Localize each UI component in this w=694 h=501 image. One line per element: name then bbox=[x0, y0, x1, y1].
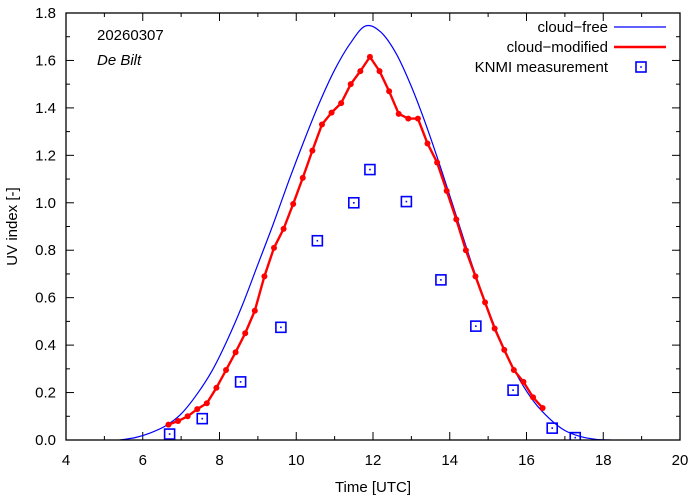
x-tick-label: 10 bbox=[288, 452, 305, 469]
date-annotation: 20260307 bbox=[97, 27, 164, 44]
knmi-measurement-point bbox=[569, 431, 582, 440]
cloud-modified-point bbox=[213, 384, 220, 391]
cloud-modified-point bbox=[184, 413, 191, 420]
y-tick-label: 0.0 bbox=[35, 432, 56, 449]
cloud-modified-point bbox=[251, 307, 258, 314]
knmi-measurement-point bbox=[234, 376, 247, 388]
knmi-measurement-point bbox=[435, 274, 447, 286]
cloud-modified-point bbox=[338, 100, 345, 107]
knmi-measurement-point bbox=[311, 234, 324, 247]
cloud-modified-point bbox=[376, 68, 383, 75]
series bbox=[119, 24, 611, 440]
x-tick-label: 4 bbox=[62, 452, 70, 469]
x-axis-title: Time [UTC] bbox=[335, 479, 411, 496]
axes: 4 6 8 10 12 14 16 18 20 0.0 0.2 0.4 0.6 0.8 1.0 1.2 1.4 1… bbox=[35, 5, 688, 469]
x-tick-label: 8 bbox=[215, 452, 223, 469]
knmi-measurement-point bbox=[275, 321, 287, 334]
cloud-modified-point bbox=[424, 140, 431, 147]
legend-swatch-knmi-measurement bbox=[635, 61, 647, 73]
cloud-modified-point bbox=[386, 88, 393, 95]
cloud-modified-point bbox=[223, 367, 230, 374]
y-tick-label: 1.2 bbox=[35, 147, 56, 164]
cloud-free-line bbox=[119, 24, 611, 440]
cloud-modified-point bbox=[290, 200, 297, 207]
knmi-measurement-point bbox=[163, 428, 176, 440]
y-tick-label: 0.8 bbox=[35, 242, 56, 259]
series-1 bbox=[165, 53, 546, 428]
cloud-modified-point bbox=[472, 273, 479, 280]
series-2 bbox=[163, 163, 582, 440]
cloud-modified-point bbox=[434, 159, 441, 166]
cloud-modified-point bbox=[443, 187, 450, 194]
y-tick-label: 0.6 bbox=[35, 290, 56, 307]
cloud-modified-point bbox=[309, 147, 316, 154]
cloud-modified-point bbox=[347, 81, 354, 88]
cloud-modified-point bbox=[270, 244, 277, 251]
y-tick-label: 1.8 bbox=[35, 5, 56, 22]
series-0 bbox=[119, 24, 611, 440]
knmi-measurement-point bbox=[507, 384, 519, 396]
legend-label-cloud-modified: cloud−modified bbox=[507, 39, 608, 56]
legend-label-cloud-free: cloud−free bbox=[538, 19, 608, 36]
cloud-modified-point bbox=[299, 174, 306, 181]
cloud-modified-point bbox=[242, 330, 249, 337]
y-axis-title: UV index [-] bbox=[4, 187, 21, 265]
y-tick-label: 1.4 bbox=[35, 100, 56, 117]
x-tick-label: 6 bbox=[139, 452, 147, 469]
knmi-measurement-point bbox=[364, 163, 376, 176]
cloud-modified-point bbox=[395, 110, 402, 117]
cloud-modified-point bbox=[366, 53, 373, 60]
legend: cloud−free cloud−modified KNMI measureme… bbox=[475, 19, 666, 76]
knmi-measurement-point bbox=[546, 422, 559, 434]
x-tick-label: 14 bbox=[441, 452, 458, 469]
cloud-modified-point bbox=[539, 404, 546, 411]
cloud-modified-point bbox=[520, 378, 527, 385]
knmi-measurement-point bbox=[400, 195, 413, 208]
location-annotation: De Bilt bbox=[97, 52, 142, 69]
cloud-modified-point bbox=[328, 109, 335, 116]
y-tick-label: 1.0 bbox=[35, 195, 56, 212]
cloud-modified-point bbox=[232, 349, 239, 356]
cloud-modified-point bbox=[414, 115, 421, 122]
cloud-modified-point bbox=[462, 247, 469, 254]
x-tick-label: 12 bbox=[365, 452, 382, 469]
cloud-modified-point bbox=[318, 121, 325, 128]
cloud-modified-point bbox=[491, 325, 498, 332]
cloud-modified-point bbox=[530, 394, 537, 401]
x-tick-label: 20 bbox=[672, 452, 689, 469]
legend-label-knmi-measurement: KNMI measurement bbox=[475, 59, 609, 76]
knmi-measurement-point bbox=[196, 412, 209, 425]
cloud-modified-point bbox=[453, 216, 460, 223]
y-tick-label: 1.6 bbox=[35, 52, 56, 69]
cloud-modified-point bbox=[194, 406, 201, 413]
y-tick-label: 0.4 bbox=[35, 337, 56, 354]
cloud-modified-point bbox=[280, 225, 287, 232]
cloud-modified-point bbox=[357, 68, 364, 75]
legend-marker-square bbox=[635, 61, 647, 73]
y-tick-label: 0.2 bbox=[35, 385, 56, 402]
plot-frame bbox=[65, 12, 681, 441]
cloud-modified-point bbox=[175, 418, 182, 425]
cloud-modified-point bbox=[165, 421, 172, 428]
cloud-modified-point bbox=[510, 367, 517, 374]
cloud-modified-point bbox=[261, 273, 268, 280]
knmi-measurement-point bbox=[470, 320, 482, 332]
cloud-modified-point bbox=[203, 400, 210, 407]
x-tick-label: 18 bbox=[595, 452, 612, 469]
cloud-modified-point bbox=[501, 346, 508, 353]
cloud-modified-point bbox=[482, 299, 489, 306]
knmi-measurement-point bbox=[348, 196, 360, 209]
cloud-modified-line bbox=[168, 55, 544, 426]
cloud-modified-point bbox=[405, 115, 412, 122]
x-tick-label: 16 bbox=[518, 452, 535, 469]
